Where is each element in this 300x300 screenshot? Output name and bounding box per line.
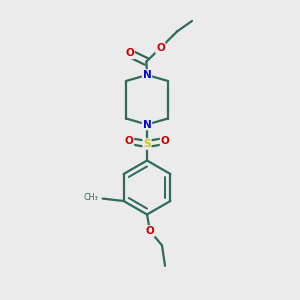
Text: O: O bbox=[160, 136, 169, 146]
Text: O: O bbox=[156, 43, 165, 53]
Text: O: O bbox=[125, 48, 134, 59]
Text: N: N bbox=[142, 70, 152, 80]
Text: O: O bbox=[146, 226, 154, 236]
Text: S: S bbox=[143, 139, 151, 149]
Text: CH₃: CH₃ bbox=[83, 194, 98, 202]
Text: N: N bbox=[142, 119, 152, 130]
Text: O: O bbox=[124, 136, 134, 146]
